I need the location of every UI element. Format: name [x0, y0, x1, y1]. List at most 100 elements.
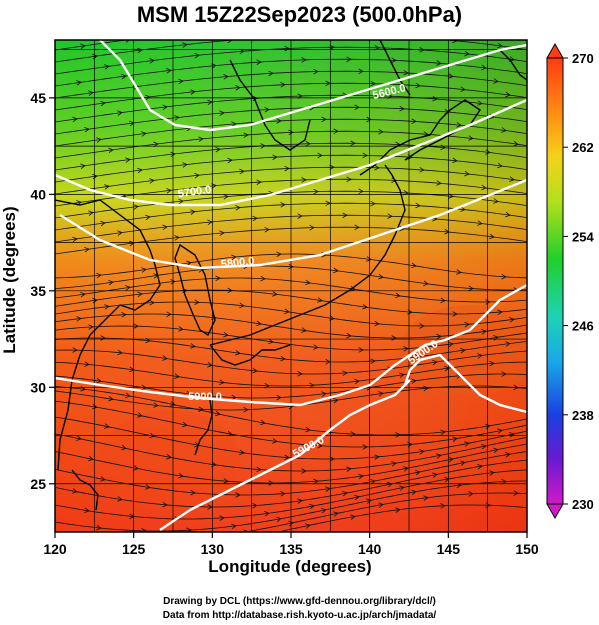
streamline-arrow — [468, 285, 474, 292]
streamline-arrow — [268, 70, 274, 77]
streamline-arrow — [162, 355, 168, 361]
streamline-arrow — [419, 449, 425, 455]
streamline — [55, 118, 527, 147]
streamline — [55, 451, 527, 496]
lat-lon-grid — [55, 40, 527, 532]
streamline — [55, 70, 527, 99]
streamline-arrow — [342, 212, 348, 218]
streamline — [55, 325, 527, 351]
streamline-arrow — [76, 316, 82, 322]
x-tick-label: 140 — [358, 541, 382, 557]
streamline-arrow — [501, 478, 507, 485]
streamline-arrow — [215, 27, 220, 32]
streamline-arrow — [419, 47, 425, 53]
streamline-arrow — [501, 273, 507, 280]
streamline-arrow — [76, 435, 82, 441]
streamline-arrow — [80, 163, 86, 170]
streamline-arrow — [194, 299, 200, 305]
streamline-arrow — [477, 100, 483, 106]
streamline-arrow — [358, 188, 364, 195]
streamline-arrow — [72, 488, 78, 494]
streamline-arrow — [313, 478, 319, 485]
streamline-arrow — [231, 523, 237, 530]
streamline-arrow — [297, 498, 303, 504]
streamline-arrow — [125, 285, 131, 291]
streamline-arrow — [444, 476, 450, 483]
streamline-arrow — [72, 116, 78, 123]
streamline — [55, 349, 527, 375]
streamline-arrow — [318, 33, 322, 38]
streamline-arrow — [104, 423, 110, 429]
streamline-arrow — [125, 40, 130, 43]
streamline-arrow — [297, 213, 303, 219]
streamline-arrow — [211, 314, 217, 321]
streamline-arrow — [137, 412, 143, 418]
streamline-arrow — [370, 80, 376, 87]
streamline-arrow — [166, 188, 172, 194]
streamline-arrow — [88, 324, 94, 330]
streamline-arrow — [81, 552, 85, 557]
streamline-arrow — [505, 91, 511, 98]
streamline-arrow — [182, 421, 188, 428]
streamline-arrow — [264, 511, 270, 517]
streamline-arrow — [378, 129, 384, 135]
streamline-arrow — [239, 449, 245, 456]
streamline — [55, 190, 527, 219]
streamline-arrow — [350, 514, 356, 520]
streamline-arrow — [423, 385, 429, 392]
streamline-arrow — [72, 347, 78, 353]
streamline-arrow — [260, 533, 265, 538]
streamline-arrow — [104, 64, 110, 70]
x-tick-label: 145 — [437, 541, 461, 557]
coastline-segment — [174, 243, 216, 337]
streamline-arrow — [141, 528, 147, 532]
streamline-arrow — [481, 444, 487, 450]
streamline-arrow — [190, 89, 196, 95]
streamline — [55, 130, 527, 159]
streamline-arrow — [329, 456, 335, 462]
coastline-segment — [229, 59, 311, 151]
streamline-arrow — [309, 503, 315, 510]
streamline-arrow — [351, 21, 355, 26]
streamline-arrow — [145, 94, 151, 101]
streamline-arrow — [219, 110, 225, 116]
streamline-arrow — [72, 236, 78, 243]
coastline-segment — [379, 40, 411, 96]
streamline-arrow — [268, 480, 274, 486]
colorbar-top-arrow — [546, 42, 564, 59]
streamline-arrow — [485, 299, 491, 305]
streamline-arrow — [354, 104, 360, 111]
streamline — [55, 94, 527, 123]
streamline — [55, 433, 527, 472]
streamline-arrow — [411, 378, 417, 384]
colorbar-tick-label: 246 — [572, 319, 594, 334]
streamline-arrow — [100, 335, 106, 341]
streamline-arrow — [358, 68, 364, 75]
streamline-arrow — [460, 206, 466, 212]
streamline-arrow — [154, 540, 159, 545]
streamline-arrow — [117, 230, 123, 236]
streamline-arrow — [366, 116, 372, 123]
coastline-segment — [359, 99, 481, 176]
streamline-arrow — [190, 209, 196, 215]
streamline-arrow — [170, 32, 175, 37]
streamline-arrow — [317, 442, 323, 449]
streamline-arrow — [362, 304, 368, 310]
streamline-arrow — [137, 167, 143, 174]
y-tick-label: 40 — [30, 186, 46, 202]
streamline-arrow — [297, 371, 303, 377]
streamline-arrow — [149, 300, 155, 306]
streamline-arrow — [219, 515, 225, 521]
streamline-arrow — [170, 151, 176, 158]
streamline-arrow — [354, 494, 360, 501]
streamline-arrow — [256, 320, 262, 327]
streamline-arrow — [456, 269, 462, 275]
streamline-arrow — [141, 131, 147, 137]
streamline-arrow — [481, 329, 487, 335]
streamline-arrow — [403, 346, 409, 352]
colorbar-tick-label: 270 — [572, 51, 594, 66]
streamline — [55, 46, 527, 75]
streamline-arrow — [104, 184, 110, 190]
streamline-arrow — [391, 57, 397, 63]
streamline-arrow — [501, 127, 507, 133]
